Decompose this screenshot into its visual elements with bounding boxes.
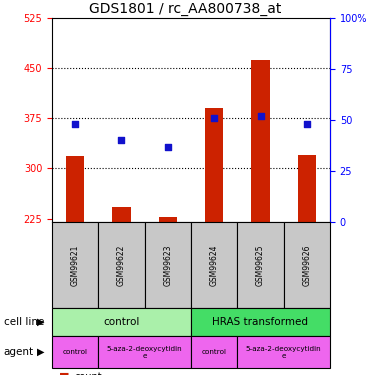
Text: cell line: cell line [4, 317, 44, 327]
Bar [112, 207, 131, 222]
Text: 5-aza-2-deoxycytidin
e: 5-aza-2-deoxycytidin e [246, 345, 322, 358]
Point [257, 113, 263, 119]
Text: 5-aza-2-deoxycytidin
e: 5-aza-2-deoxycytidin e [107, 345, 183, 358]
Point [304, 121, 310, 127]
Text: ▶: ▶ [37, 347, 45, 357]
Point [72, 121, 78, 127]
Bar [66, 156, 85, 222]
Text: GSM99621: GSM99621 [70, 244, 80, 286]
Bar [251, 60, 270, 222]
Bar [158, 217, 177, 222]
Text: ■: ■ [59, 372, 70, 375]
Point [165, 144, 171, 150]
Text: ▶: ▶ [37, 317, 45, 327]
Text: HRAS transformed: HRAS transformed [213, 317, 309, 327]
Text: control: control [202, 349, 227, 355]
Text: control: control [63, 349, 88, 355]
Bar [205, 108, 223, 222]
Point [118, 137, 124, 143]
Point [211, 115, 217, 121]
Text: GDS1801 / rc_AA800738_at: GDS1801 / rc_AA800738_at [89, 2, 282, 16]
Text: GSM99624: GSM99624 [210, 244, 219, 286]
Bar [298, 155, 316, 222]
Text: count: count [74, 372, 102, 375]
Text: GSM99625: GSM99625 [256, 244, 265, 286]
Text: agent: agent [4, 347, 34, 357]
Text: GSM99622: GSM99622 [117, 244, 126, 286]
Text: GSM99623: GSM99623 [163, 244, 173, 286]
Text: GSM99626: GSM99626 [302, 244, 311, 286]
Text: control: control [103, 317, 140, 327]
